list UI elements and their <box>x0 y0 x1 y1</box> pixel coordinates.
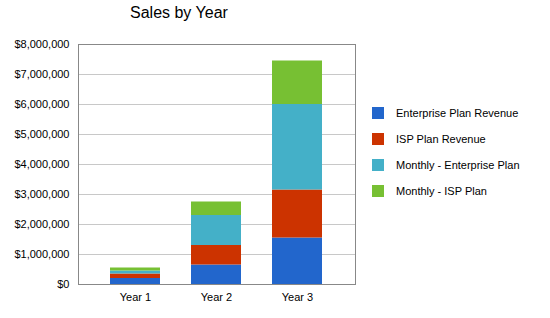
svg-text:$6,000,000: $6,000,000 <box>14 98 69 110</box>
svg-text:Year 2: Year 2 <box>201 291 232 303</box>
html-text:Monthly - ISP Plan: Monthly - ISP Plan <box>396 185 487 197</box>
html-text:ISP Plan Revenue: ISP Plan Revenue <box>396 133 486 145</box>
svg-text:$4,000,000: $4,000,000 <box>14 158 69 170</box>
svg-text:$3,000,000: $3,000,000 <box>14 188 69 200</box>
html-text:Sales by Year: Sales by Year <box>130 4 228 21</box>
svg-text:$8,000,000: $8,000,000 <box>14 38 69 50</box>
html-text:Enterprise Plan Revenue: Enterprise Plan Revenue <box>396 107 519 119</box>
svg-text:Year 3: Year 3 <box>282 291 313 303</box>
svg-text:$1,000,000: $1,000,000 <box>14 248 69 260</box>
svg-text:Year 1: Year 1 <box>120 291 151 303</box>
svg-text:$7,000,000: $7,000,000 <box>14 68 69 80</box>
svg-text:$2,000,000: $2,000,000 <box>14 218 69 230</box>
svg-text:$0: $0 <box>57 278 69 290</box>
svg-text:$5,000,000: $5,000,000 <box>14 128 69 140</box>
html-text:Monthly - Enterprise Plan: Monthly - Enterprise Plan <box>396 159 520 171</box>
